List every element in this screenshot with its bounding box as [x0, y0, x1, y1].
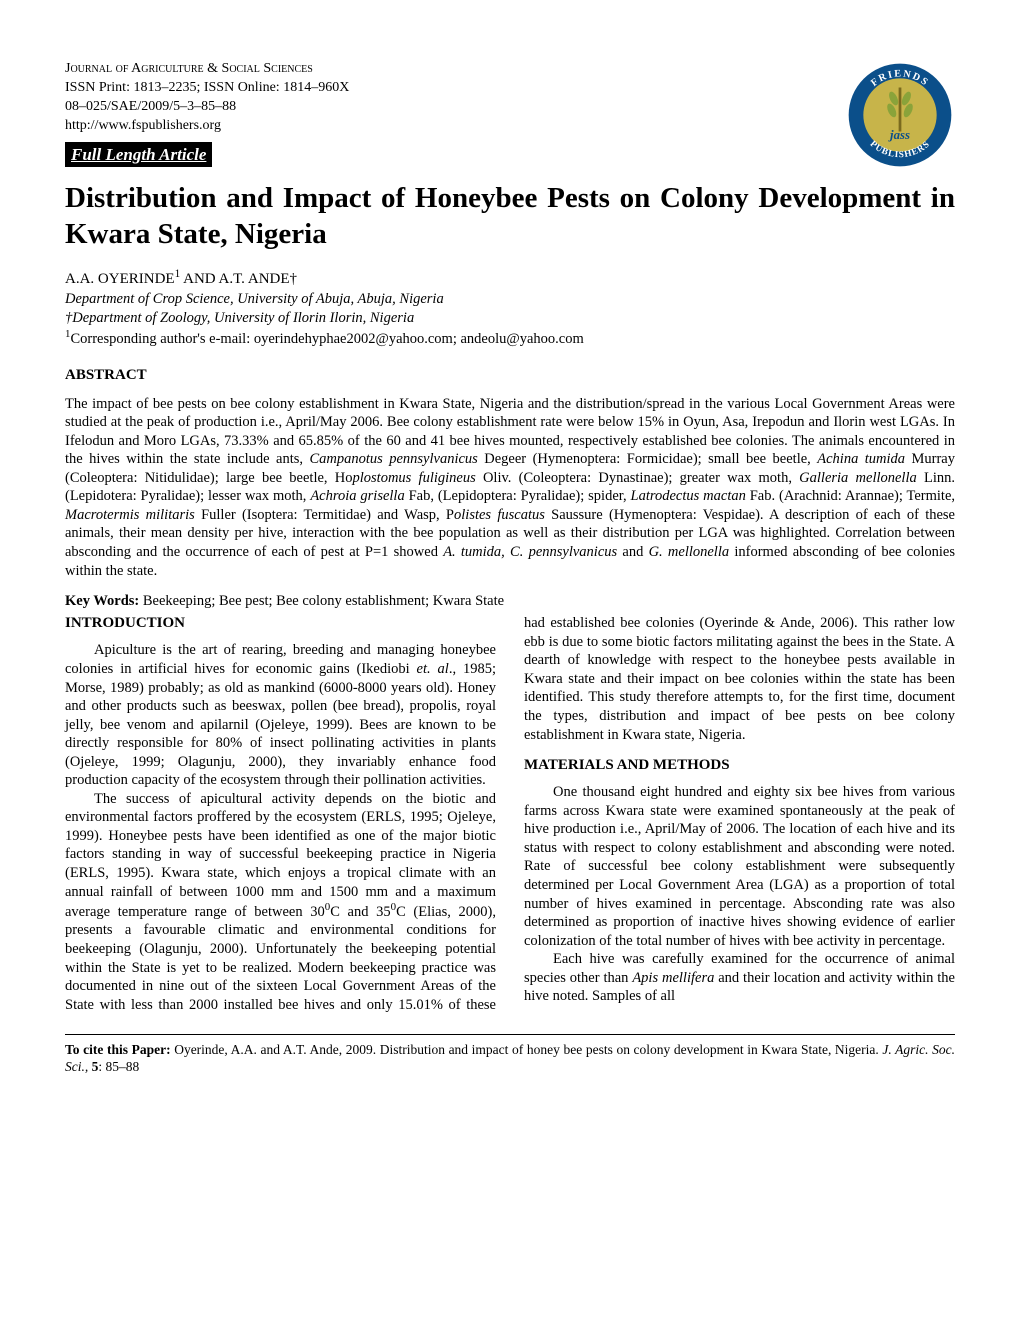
methods-heading: MATERIALS AND METHODS	[524, 756, 955, 775]
issn-line: ISSN Print: 1813–2235; ISSN Online: 1814…	[65, 79, 349, 98]
methods-para-1: One thousand eight hundred and eighty si…	[524, 783, 955, 950]
journal-name: Journal of Agriculture & Social Sciences	[65, 60, 349, 79]
abstract-heading: ABSTRACT	[65, 366, 955, 385]
citation-label: To cite this Paper:	[65, 1042, 171, 1057]
svg-text:jass: jass	[888, 128, 910, 142]
keywords: Key Words: Beekeeping; Bee pest; Bee col…	[65, 592, 955, 610]
intro-para-1: Apiculture is the art of rearing, breedi…	[65, 641, 496, 789]
corresponding-author: 1Corresponding author's e-mail: oyerinde…	[65, 328, 955, 348]
article-type-tag: Full Length Article	[65, 142, 212, 167]
header: Journal of Agriculture & Social Sciences…	[65, 60, 955, 170]
authors: A.A. OYERINDE1 AND A.T. ANDE†	[65, 267, 955, 289]
journal-logo-icon: FRIENDS PUBLISHERS jass	[845, 60, 955, 170]
keywords-text: Beekeeping; Bee pest; Bee colony establi…	[139, 593, 504, 609]
article-title: Distribution and Impact of Honeybee Pest…	[65, 180, 955, 253]
code-line: 08–025/SAE/2009/5–3–85–88	[65, 98, 349, 117]
citation-footer: To cite this Paper: Oyerinde, A.A. and A…	[65, 1042, 955, 1076]
footer-rule	[65, 1034, 955, 1035]
keywords-label: Key Words:	[65, 593, 139, 609]
citation-text: Oyerinde, A.A. and A.T. Ande, 2009. Dist…	[65, 1042, 955, 1074]
affiliation-1: Department of Crop Science, University o…	[65, 290, 955, 309]
methods-para-2: Each hive was carefully examined for the…	[524, 950, 955, 1006]
publisher-url: http://www.fspublishers.org	[65, 117, 349, 136]
body-columns: INTRODUCTION Apiculture is the art of re…	[65, 614, 955, 1014]
abstract-text: The impact of bee pests on bee colony es…	[65, 395, 955, 580]
journal-info: Journal of Agriculture & Social Sciences…	[65, 60, 349, 167]
introduction-heading: INTRODUCTION	[65, 614, 496, 633]
affiliation-2: †Department of Zoology, University of Il…	[65, 309, 955, 328]
